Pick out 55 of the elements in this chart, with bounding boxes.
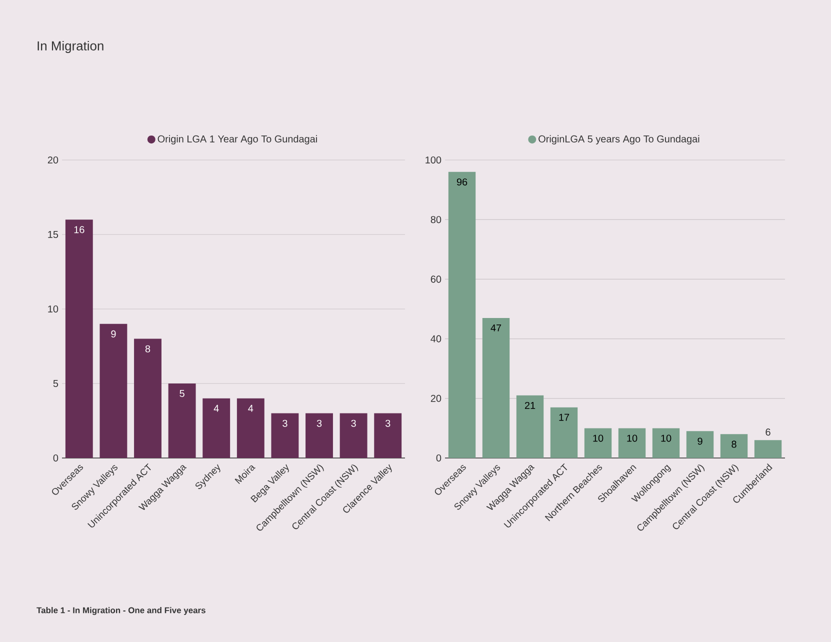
bar (100, 324, 128, 458)
chart-title: In Migration (38, 40, 104, 54)
data-label: 10 (593, 434, 604, 442)
bar (448, 172, 476, 458)
data-label: 5 (180, 390, 184, 397)
caption: Table 1 - In Migration - One and Five years (36, 607, 206, 615)
bar (202, 398, 230, 458)
y-tick-label: 20 (430, 394, 442, 402)
bar (584, 428, 612, 458)
y-tick-label: 20 (48, 156, 58, 164)
data-label: 10 (627, 434, 638, 442)
bar (720, 434, 748, 458)
bar (516, 395, 544, 458)
data-label: 3 (385, 420, 390, 427)
bar (340, 413, 368, 458)
data-label: 10 (661, 434, 672, 442)
y-tick-label: 0 (436, 454, 442, 462)
bar (686, 431, 714, 458)
bar (168, 384, 196, 458)
bar (652, 428, 680, 458)
data-label: 4 (214, 404, 219, 412)
data-label: 21 (524, 402, 536, 409)
data-label: 3 (282, 420, 288, 427)
data-label: 4 (248, 404, 254, 412)
bar (550, 407, 578, 458)
data-label: 9 (111, 330, 116, 338)
data-label: 3 (351, 420, 356, 427)
bar (374, 413, 402, 458)
bar (236, 398, 264, 458)
y-tick-label: 80 (430, 216, 442, 224)
data-label: 96 (456, 178, 468, 186)
data-label: 6 (766, 428, 770, 436)
bar (754, 440, 782, 458)
bar (271, 413, 299, 458)
bar (482, 318, 510, 458)
legend-label: OriginLGA 5 years Ago To Gundagai (538, 135, 700, 144)
y-tick-label: 40 (430, 335, 442, 342)
data-label: 16 (74, 226, 84, 234)
legend-label: Origin LGA 1 Year Ago To Gundagai (158, 135, 317, 144)
y-tick-label: 100 (426, 156, 442, 164)
bar (306, 413, 333, 458)
bar (65, 220, 93, 458)
y-tick-label: 60 (430, 276, 442, 283)
data-label: 9 (698, 438, 702, 445)
data-label: 8 (145, 345, 150, 352)
y-tick-label: 5 (53, 380, 58, 387)
y-tick-label: 0 (53, 454, 58, 462)
bar (134, 338, 162, 458)
data-label: 3 (316, 420, 322, 427)
y-tick-label: 10 (48, 305, 58, 313)
data-label: 47 (490, 324, 502, 332)
y-tick-label: 15 (48, 231, 58, 238)
data-label: 8 (732, 440, 736, 448)
bar (618, 428, 646, 458)
data-label: 17 (559, 414, 570, 421)
